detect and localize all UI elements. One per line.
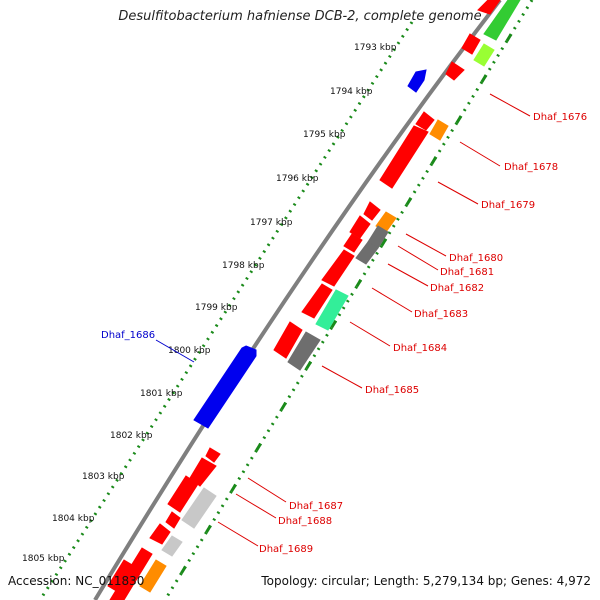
gene-label[interactable]: Dhaf_1682 — [430, 283, 484, 294]
leader-line — [405, 233, 447, 257]
leader-line — [397, 245, 439, 271]
leader-line — [235, 493, 277, 519]
gene-feature-red[interactable] — [321, 249, 355, 287]
gene-labels: Dhaf_1676 Dhaf_1678 Dhaf_1679 Dhaf_1680 … — [101, 112, 587, 555]
kbp-tick-label: 1797 kbp — [250, 218, 293, 228]
gene-feature-lightgray[interactable] — [181, 487, 217, 529]
gene-feature-red[interactable] — [107, 559, 135, 593]
gene-feature-green[interactable] — [483, 0, 521, 41]
gene-label[interactable]: Dhaf_1685 — [365, 385, 419, 396]
kbp-tick-label: 1796 kbp — [276, 174, 319, 184]
gene-feature-red[interactable] — [149, 523, 171, 545]
leader-line — [349, 321, 391, 347]
gene-feature-red[interactable] — [273, 321, 303, 359]
kbp-tick-label: 1793 kbp — [354, 43, 397, 53]
gene-label[interactable]: Dhaf_1686 — [101, 330, 155, 341]
kbp-tick-label: 1799 kbp — [195, 303, 238, 313]
gene-feature-red[interactable] — [301, 283, 333, 319]
gene-feature-red[interactable] — [167, 475, 199, 513]
leader-line — [247, 477, 287, 503]
kbp-tick-label: 1798 kbp — [222, 261, 265, 271]
leader-line — [217, 521, 259, 547]
gene-feature-lime[interactable] — [473, 43, 495, 67]
gene-feature-red[interactable] — [363, 201, 381, 221]
gene-feature-red[interactable] — [445, 61, 465, 81]
accession-text: Accession: NC_011830 — [8, 574, 145, 588]
gene-feature-gray[interactable] — [355, 241, 379, 265]
gene-feature-red[interactable] — [165, 511, 181, 529]
kbp-axis: 1793 kbp 1794 kbp 1795 kbp 1796 kbp 1797… — [22, 43, 397, 564]
gene-label[interactable]: Dhaf_1689 — [259, 544, 313, 555]
gene-feature-red[interactable] — [477, 0, 501, 15]
leader-line — [321, 365, 363, 389]
leader-line — [371, 287, 413, 313]
gene-feature-red[interactable] — [205, 447, 221, 463]
gene-feature-orange[interactable] — [429, 119, 449, 141]
gene-feature-gray[interactable] — [287, 331, 321, 371]
gene-label[interactable]: Dhaf_1676 — [533, 112, 587, 123]
kbp-tick-label: 1802 kbp — [110, 431, 153, 441]
gene-feature-red[interactable] — [379, 125, 429, 189]
gene-label[interactable]: Dhaf_1679 — [481, 200, 535, 211]
gene-feature-red[interactable] — [461, 33, 481, 55]
kbp-tick-label: 1801 kbp — [140, 389, 183, 399]
gene-label[interactable]: Dhaf_1688 — [278, 516, 332, 527]
gene-label[interactable]: Dhaf_1681 — [440, 267, 494, 278]
gene-label-leaders — [155, 93, 531, 547]
genome-backbone — [93, 0, 502, 600]
gene-features — [107, 0, 521, 600]
kbp-tick-label: 1795 kbp — [303, 130, 346, 140]
gene-feature-red[interactable] — [343, 233, 363, 253]
gene-feature-orange[interactable] — [139, 559, 167, 593]
gene-label[interactable]: Dhaf_1680 — [449, 253, 503, 264]
kbp-tick-label: 1804 kbp — [52, 514, 95, 524]
leader-line — [155, 339, 195, 363]
gene-feature-lightgray[interactable] — [161, 535, 183, 557]
gene-label[interactable]: Dhaf_1683 — [414, 309, 468, 320]
gene-feature-teal[interactable] — [315, 289, 349, 331]
gene-feature-blue[interactable] — [193, 345, 257, 429]
gene-feature-red[interactable] — [189, 457, 217, 487]
kbp-tick-label: 1800 kbp — [168, 346, 211, 356]
leader-line — [489, 93, 531, 117]
kbp-tick-label: 1803 kbp — [82, 472, 125, 482]
leader-line — [459, 141, 501, 167]
genome-title: Desulfitobacterium hafniense DCB-2, comp… — [118, 9, 482, 24]
gene-label[interactable]: Dhaf_1678 — [504, 162, 558, 173]
kbp-tick-label: 1794 kbp — [330, 87, 373, 97]
kbp-tick-label: 1805 kbp — [22, 554, 65, 564]
leader-line — [387, 263, 429, 287]
gene-label[interactable]: Dhaf_1687 — [289, 501, 343, 512]
gene-feature-red[interactable] — [349, 215, 371, 239]
gene-feature-red[interactable] — [415, 111, 435, 131]
topology-info-text: Topology: circular; Length: 5,279,134 bp… — [261, 574, 591, 588]
leader-line — [437, 181, 479, 205]
gene-feature-blue[interactable] — [407, 69, 427, 93]
gene-label[interactable]: Dhaf_1684 — [393, 343, 447, 354]
